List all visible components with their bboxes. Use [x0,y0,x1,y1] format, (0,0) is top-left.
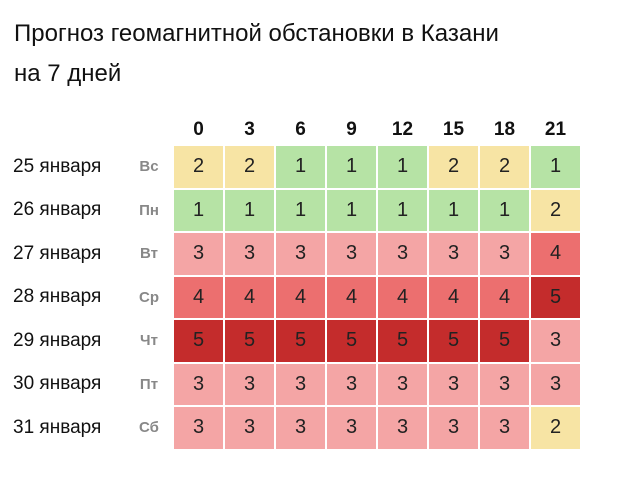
kp-cell: 3 [480,407,529,449]
kp-cell: 3 [276,233,325,275]
row-date: 29 января [13,329,102,351]
kp-cell: 2 [174,146,223,188]
kp-cell: 1 [225,189,274,231]
hour-header: 0 [193,119,204,140]
kp-cell: 3 [531,320,580,362]
kp-cell: 2 [531,189,580,231]
kp-cell: 5 [276,320,325,362]
kp-cell: 3 [429,233,478,275]
page-title: Прогноз геомагнитной обстановки в Казани… [14,14,499,94]
row-weekday: Вт [140,245,158,263]
row-date: 28 января [13,286,102,308]
row-date: 30 января [13,373,102,395]
kp-cell: 3 [429,407,478,449]
row-date: 26 января [13,199,102,221]
kp-cell: 1 [378,189,427,231]
kp-cell: 4 [174,276,223,318]
row-weekday: Пт [139,375,159,393]
row-weekday: Чт [140,332,158,350]
title-line-2: на 7 дней [14,60,122,87]
kp-cell: 1 [378,146,427,188]
row-date: 31 января [13,416,102,438]
row-weekday: Пн [139,201,159,219]
kp-cell: 3 [327,363,376,405]
kp-cell: 2 [480,146,529,188]
kp-cell: 5 [225,320,274,362]
kp-cell: 4 [480,276,529,318]
row-date: 25 января [13,155,102,177]
kp-cell: 1 [276,146,325,188]
kp-cell: 1 [327,189,376,231]
kp-cell: 5 [480,320,529,362]
kp-cell: 3 [378,363,427,405]
title-line-1: Прогноз геомагнитной обстановки в Казани [14,20,499,47]
kp-cell: 5 [327,320,376,362]
kp-cell: 1 [276,189,325,231]
forecast-table: 0 3 6 9 12 15 18 21 25 января Вс 2 2 1 1 1 2 2 1 26 января… [13,115,581,450]
kp-cell: 3 [225,407,274,449]
kp-cell: 1 [429,189,478,231]
kp-cell: 3 [327,407,376,449]
kp-cell: 4 [327,276,376,318]
kp-cell: 3 [225,363,274,405]
row-weekday: Вс [139,158,159,176]
kp-cell: 5 [378,320,427,362]
kp-cell: 2 [531,407,580,449]
kp-cell: 3 [174,233,223,275]
hour-header: 18 [493,119,516,140]
kp-cell: 5 [429,320,478,362]
kp-cell: 1 [480,189,529,231]
kp-cell: 4 [378,276,427,318]
kp-cell: 3 [531,363,580,405]
kp-cell: 4 [276,276,325,318]
hour-header: 9 [346,119,357,140]
kp-cell: 5 [174,320,223,362]
row-weekday: Ср [139,288,159,306]
kp-cell: 1 [531,146,580,188]
kp-cell: 3 [225,233,274,275]
kp-cell: 3 [480,233,529,275]
kp-cell: 3 [174,363,223,405]
kp-cell: 3 [378,233,427,275]
hour-header: 6 [295,119,306,140]
kp-cell: 3 [378,407,427,449]
kp-cell: 3 [429,363,478,405]
kp-cell: 4 [225,276,274,318]
hour-header: 15 [442,119,465,140]
row-weekday: Сб [139,419,159,437]
hour-header: 21 [544,119,567,140]
kp-cell: 2 [225,146,274,188]
kp-cell: 1 [327,146,376,188]
hour-header: 12 [391,119,414,140]
kp-cell: 4 [531,233,580,275]
kp-cell: 5 [531,276,580,318]
kp-cell: 3 [480,363,529,405]
table-corner [13,115,173,145]
row-date: 27 января [13,242,102,264]
kp-cell: 4 [429,276,478,318]
kp-cell: 3 [327,233,376,275]
kp-cell: 3 [174,407,223,449]
kp-cell: 3 [276,363,325,405]
kp-cell: 2 [429,146,478,188]
kp-cell: 1 [174,189,223,231]
kp-cell: 3 [276,407,325,449]
hour-header: 3 [244,119,255,140]
